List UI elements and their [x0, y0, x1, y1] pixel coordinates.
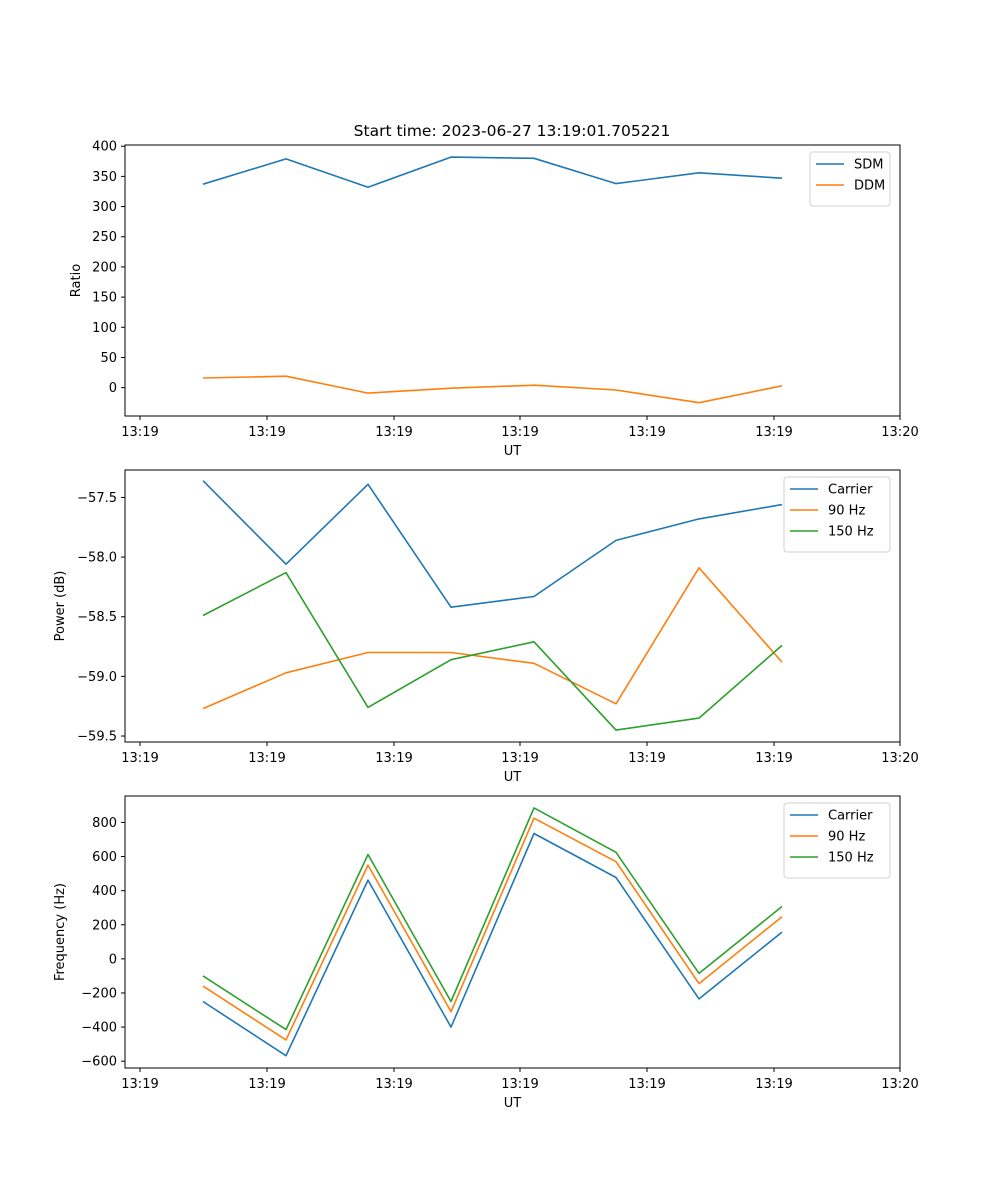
y-tick-label: 0 — [109, 952, 117, 967]
x-tick-label: 13:19 — [121, 425, 158, 440]
x-tick-label: 13:19 — [375, 1077, 412, 1092]
figure-title: Start time: 2023-06-27 13:19:01.705221 — [354, 122, 671, 140]
x-tick-label: 13:20 — [881, 751, 918, 766]
y-tick-label: 400 — [92, 140, 117, 155]
panel-3: 13:19 13:19 13:19 13:19 13:19 13:19 13:20 UT −60… — [53, 795, 919, 1111]
series-line-150-hz — [202, 571, 783, 731]
legend-box — [809, 151, 891, 207]
x-tick-label: 13:19 — [628, 425, 665, 440]
x-axis-label: UT — [504, 1096, 522, 1111]
y-tick-label: 50 — [100, 351, 117, 366]
legend-box — [783, 802, 891, 879]
series-line-90-hz — [202, 566, 783, 710]
series-line-150-hz — [202, 807, 783, 1031]
x-tick-label: 13:19 — [248, 1077, 285, 1092]
x-tick-label: 13:19 — [501, 425, 538, 440]
y-tick-label: −400 — [81, 1021, 117, 1036]
series-line-90-hz — [202, 817, 783, 1041]
y-tick-label: 150 — [92, 291, 117, 306]
legend: SDM DDM — [809, 151, 891, 207]
x-tick-label: 13:19 — [248, 425, 285, 440]
legend-label: Carrier — [828, 483, 873, 498]
y-tick-label: 300 — [92, 200, 117, 215]
x-tick-label: 13:20 — [881, 425, 918, 440]
y-tick-label: 200 — [92, 918, 117, 933]
x-axis-label: UT — [504, 444, 522, 459]
legend-label: 150 Hz — [828, 525, 874, 540]
legend-label: 90 Hz — [828, 504, 865, 519]
y-tick-label: −59.0 — [77, 670, 117, 685]
axes-frame — [124, 795, 901, 1069]
x-tick-label: 13:19 — [501, 1077, 538, 1092]
series-line-carrier — [202, 480, 783, 609]
axes-frame — [124, 469, 901, 743]
legend-label: Carrier — [828, 809, 873, 824]
legend-label: 90 Hz — [828, 830, 865, 845]
x-tick-label: 13:19 — [248, 751, 285, 766]
x-tick-label: 13:19 — [375, 751, 412, 766]
legend-box — [783, 476, 891, 553]
y-axis-label: Power (dB) — [53, 571, 68, 642]
legend-label: DDM — [854, 179, 885, 194]
legend: Carrier 90 Hz 150 Hz — [783, 802, 891, 879]
x-tick-label: 13:20 — [881, 1077, 918, 1092]
y-tick-label: −200 — [81, 986, 117, 1001]
y-tick-label: 350 — [92, 170, 117, 185]
y-tick-label: −58.5 — [77, 610, 117, 625]
legend-label: SDM — [854, 158, 883, 173]
x-tick-label: 13:19 — [755, 425, 792, 440]
x-tick-label: 13:19 — [375, 425, 412, 440]
y-tick-label: −59.5 — [77, 730, 117, 745]
x-tick-label: 13:19 — [501, 751, 538, 766]
series-line-sdm — [202, 156, 783, 188]
y-tick-label: −57.5 — [77, 491, 117, 506]
axes-frame — [124, 144, 901, 417]
panel-2: 13:19 13:19 13:19 13:19 13:19 13:19 13:20 UT −59… — [53, 469, 919, 785]
y-axis-label: Frequency (Hz) — [53, 883, 68, 981]
x-tick-label: 13:19 — [628, 1077, 665, 1092]
panel-1: 13:19 13:19 13:19 13:19 13:19 13:19 13:20 UT 0 50… — [69, 140, 919, 459]
y-tick-label: 600 — [92, 850, 117, 865]
y-tick-label: 400 — [92, 884, 117, 899]
y-tick-label: 800 — [92, 816, 117, 831]
y-tick-label: 200 — [92, 260, 117, 275]
x-tick-label: 13:19 — [755, 751, 792, 766]
legend-label: 150 Hz — [828, 851, 874, 866]
series-line-carrier — [202, 832, 783, 1057]
y-tick-label: 100 — [92, 321, 117, 336]
y-tick-label: 0 — [109, 381, 117, 396]
y-tick-label: −600 — [81, 1055, 117, 1070]
x-tick-label: 13:19 — [121, 751, 158, 766]
series-line-ddm — [202, 375, 783, 404]
legend: Carrier 90 Hz 150 Hz — [783, 476, 891, 553]
y-axis-label: Ratio — [69, 264, 84, 297]
x-tick-label: 13:19 — [755, 1077, 792, 1092]
y-tick-label: 250 — [92, 230, 117, 245]
x-tick-label: 13:19 — [628, 751, 665, 766]
x-axis-label: UT — [504, 770, 522, 785]
x-tick-label: 13:19 — [121, 1077, 158, 1092]
y-tick-label: −58.0 — [77, 551, 117, 566]
